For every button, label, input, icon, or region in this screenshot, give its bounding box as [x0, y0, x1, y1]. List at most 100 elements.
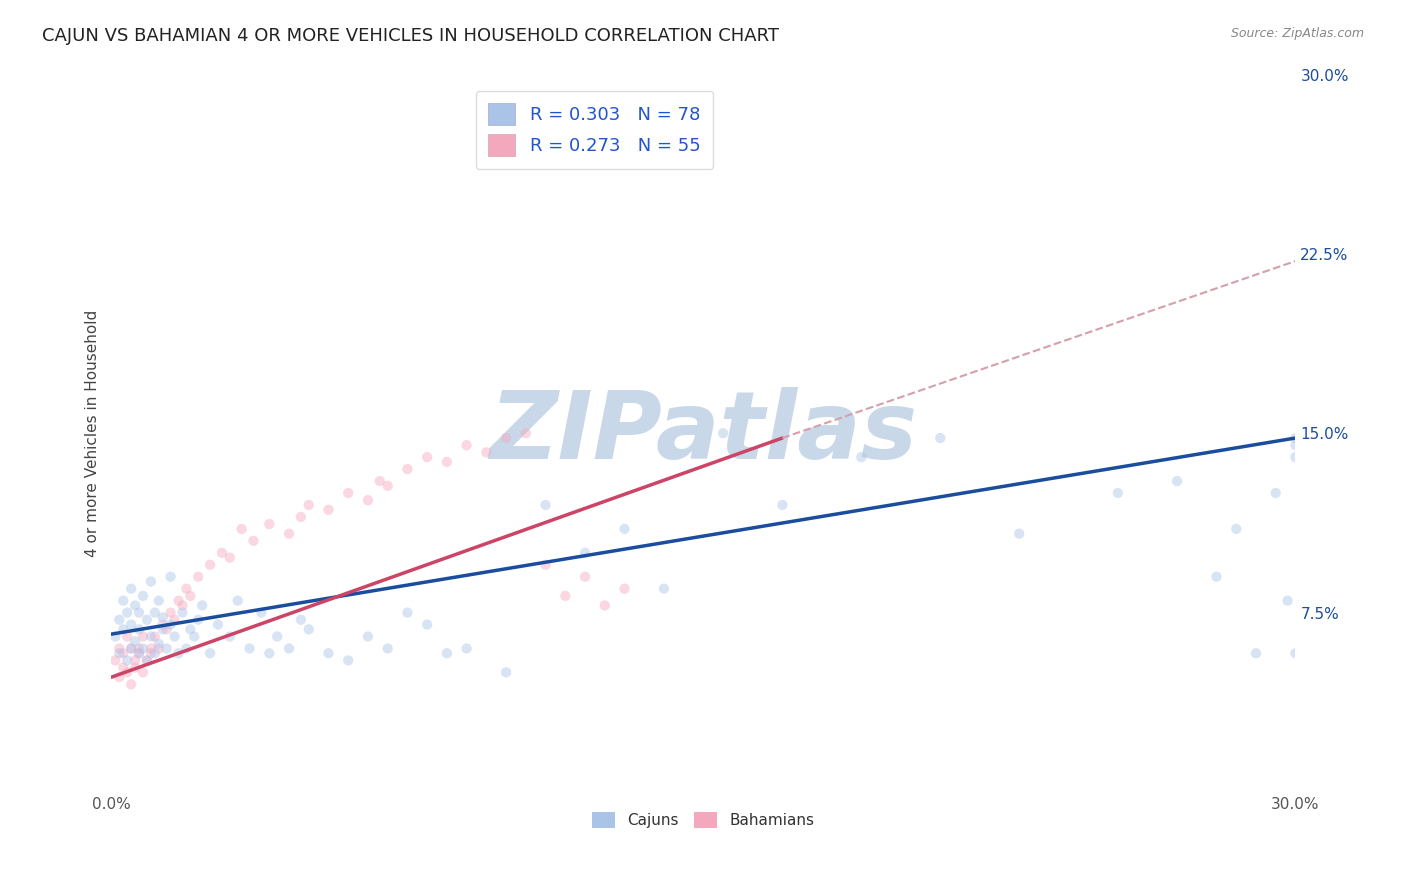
Point	[377, 479, 399, 493]
Point	[191, 599, 214, 613]
Point	[120, 641, 142, 656]
Point	[613, 582, 636, 596]
Point	[436, 455, 458, 469]
Point	[574, 546, 596, 560]
Point	[1284, 438, 1306, 452]
Point	[115, 630, 138, 644]
Point	[574, 570, 596, 584]
Point	[318, 646, 340, 660]
Point	[139, 630, 162, 644]
Point	[534, 498, 557, 512]
Text: Source: ZipAtlas.com: Source: ZipAtlas.com	[1230, 27, 1364, 40]
Point	[456, 641, 478, 656]
Point	[136, 613, 159, 627]
Point	[198, 558, 221, 572]
Point	[1284, 431, 1306, 445]
Point	[132, 641, 155, 656]
Point	[167, 593, 190, 607]
Point	[104, 630, 127, 644]
Point	[436, 646, 458, 660]
Point	[396, 606, 419, 620]
Point	[231, 522, 253, 536]
Point	[143, 646, 166, 660]
Point	[357, 630, 380, 644]
Point	[152, 617, 174, 632]
Text: CAJUN VS BAHAMIAN 4 OR MORE VEHICLES IN HOUSEHOLD CORRELATION CHART: CAJUN VS BAHAMIAN 4 OR MORE VEHICLES IN …	[42, 27, 779, 45]
Point	[1284, 646, 1306, 660]
Point	[120, 617, 142, 632]
Point	[396, 462, 419, 476]
Point	[1277, 593, 1299, 607]
Point	[148, 637, 170, 651]
Point	[1225, 522, 1247, 536]
Point	[613, 522, 636, 536]
Point	[1107, 486, 1129, 500]
Point	[266, 630, 288, 644]
Point	[179, 589, 201, 603]
Point	[1244, 646, 1267, 660]
Point	[136, 653, 159, 667]
Point	[159, 617, 181, 632]
Point	[298, 498, 321, 512]
Text: ZIPatlas: ZIPatlas	[489, 387, 918, 479]
Point	[211, 546, 233, 560]
Point	[187, 613, 209, 627]
Point	[120, 677, 142, 691]
Point	[652, 582, 675, 596]
Y-axis label: 4 or more Vehicles in Household: 4 or more Vehicles in Household	[86, 310, 100, 557]
Point	[139, 646, 162, 660]
Point	[143, 606, 166, 620]
Point	[112, 593, 135, 607]
Point	[218, 630, 240, 644]
Point	[337, 653, 360, 667]
Point	[108, 670, 131, 684]
Point	[1264, 486, 1286, 500]
Point	[156, 641, 179, 656]
Point	[136, 653, 159, 667]
Legend: Cajuns, Bahamians: Cajuns, Bahamians	[586, 806, 821, 835]
Point	[128, 646, 150, 660]
Point	[226, 593, 249, 607]
Point	[368, 474, 391, 488]
Point	[172, 599, 194, 613]
Point	[120, 641, 142, 656]
Point	[148, 593, 170, 607]
Point	[176, 582, 198, 596]
Point	[104, 653, 127, 667]
Point	[187, 570, 209, 584]
Point	[163, 630, 186, 644]
Point	[554, 589, 576, 603]
Point	[152, 623, 174, 637]
Point	[318, 502, 340, 516]
Point	[108, 613, 131, 627]
Point	[278, 641, 301, 656]
Point	[198, 646, 221, 660]
Point	[1008, 526, 1031, 541]
Point	[259, 646, 281, 660]
Point	[132, 589, 155, 603]
Point	[515, 426, 537, 441]
Point	[207, 617, 229, 632]
Point	[259, 517, 281, 532]
Point	[711, 426, 734, 441]
Point	[593, 599, 616, 613]
Point	[124, 660, 146, 674]
Point	[108, 641, 131, 656]
Point	[139, 641, 162, 656]
Point	[112, 660, 135, 674]
Point	[337, 486, 360, 500]
Point	[156, 623, 179, 637]
Point	[115, 653, 138, 667]
Point	[357, 493, 380, 508]
Point	[143, 630, 166, 644]
Point	[163, 613, 186, 627]
Point	[159, 570, 181, 584]
Point	[124, 599, 146, 613]
Point	[298, 623, 321, 637]
Point	[128, 606, 150, 620]
Point	[929, 431, 952, 445]
Point	[159, 606, 181, 620]
Point	[1205, 570, 1227, 584]
Point	[112, 623, 135, 637]
Point	[416, 617, 439, 632]
